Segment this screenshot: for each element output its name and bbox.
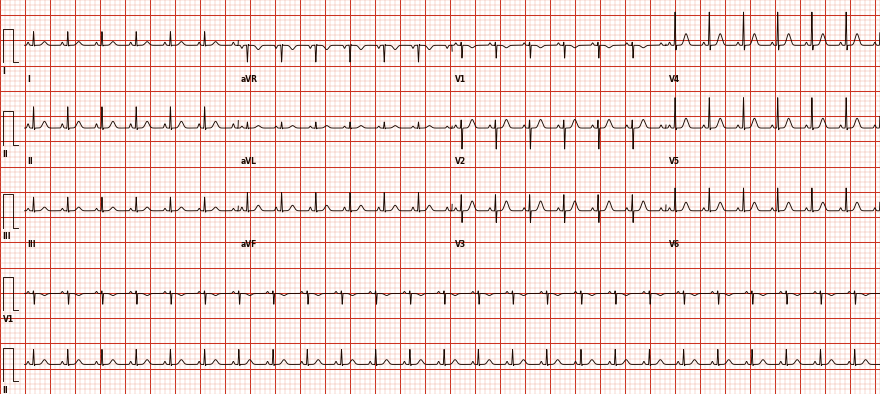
Text: I: I xyxy=(27,74,30,84)
Text: II: II xyxy=(3,149,9,158)
Text: aVR: aVR xyxy=(241,74,258,84)
Text: II: II xyxy=(3,386,9,394)
Text: V1: V1 xyxy=(455,74,466,84)
Text: V5: V5 xyxy=(669,157,680,166)
Text: V4: V4 xyxy=(669,74,680,84)
Text: V6: V6 xyxy=(669,240,680,249)
Text: III: III xyxy=(3,232,11,241)
Text: I: I xyxy=(3,67,5,76)
Text: V2: V2 xyxy=(455,157,466,166)
Text: V3: V3 xyxy=(455,240,466,249)
Text: aVL: aVL xyxy=(241,157,257,166)
Text: II: II xyxy=(27,157,33,166)
Text: V1: V1 xyxy=(3,315,14,324)
Text: aVF: aVF xyxy=(241,240,258,249)
Text: III: III xyxy=(27,240,36,249)
